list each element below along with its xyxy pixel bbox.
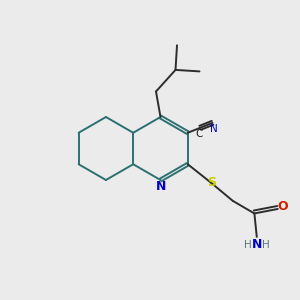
Text: H: H bbox=[262, 240, 270, 250]
Text: O: O bbox=[278, 200, 289, 213]
Text: N: N bbox=[252, 238, 262, 251]
Text: H: H bbox=[244, 240, 252, 250]
Text: S: S bbox=[207, 176, 216, 189]
Text: C: C bbox=[196, 129, 203, 140]
Text: N: N bbox=[210, 124, 218, 134]
Text: N: N bbox=[156, 179, 166, 193]
